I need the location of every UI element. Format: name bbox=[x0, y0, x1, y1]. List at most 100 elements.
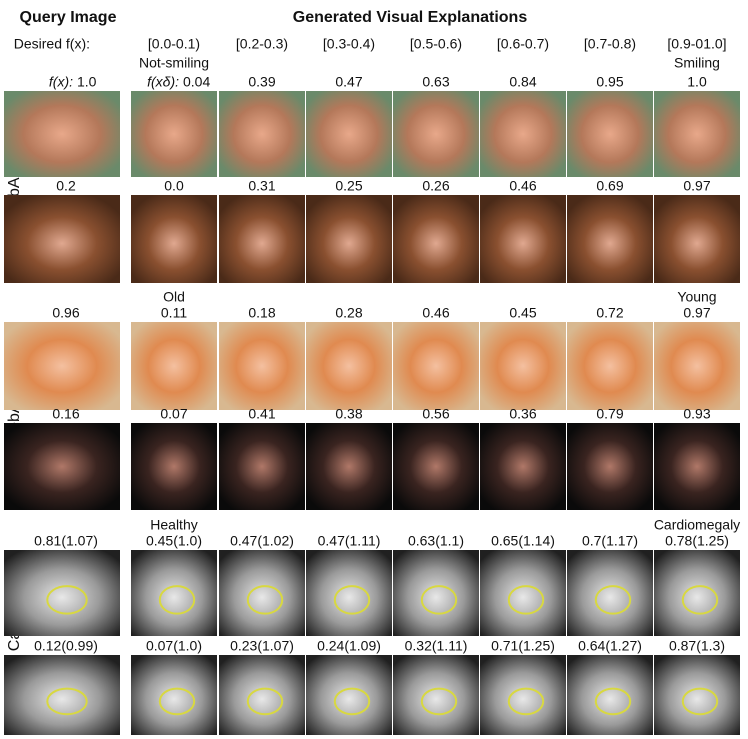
generated-value: 0.84 bbox=[509, 74, 536, 90]
generated-value: 0.39 bbox=[248, 74, 275, 90]
high-label: Young bbox=[677, 289, 716, 305]
generated-value: 0.69 bbox=[596, 178, 623, 194]
heart-outline bbox=[420, 585, 458, 615]
generated-prefix: f(xδ): bbox=[147, 74, 179, 90]
heart-outline bbox=[46, 585, 88, 615]
generated-image bbox=[654, 655, 740, 735]
heart-outline bbox=[507, 585, 545, 615]
generated-image bbox=[306, 91, 392, 177]
desired-label: Desired f(x): bbox=[14, 36, 90, 52]
interval-label: [0.9-01.0] bbox=[667, 36, 726, 52]
high-label: Smiling bbox=[674, 55, 720, 71]
query-image bbox=[4, 195, 120, 283]
query-image bbox=[4, 91, 120, 177]
generated-image bbox=[480, 322, 566, 410]
generated-image bbox=[480, 550, 566, 636]
generated-image bbox=[393, 423, 479, 510]
generated-value: 0.45 bbox=[509, 305, 536, 321]
heart-outline bbox=[158, 687, 196, 716]
generated-image bbox=[567, 91, 653, 177]
query-image bbox=[4, 322, 120, 410]
heart-outline bbox=[681, 585, 719, 615]
generated-image bbox=[480, 195, 566, 283]
generated-title: Generated Visual Explanations bbox=[293, 9, 528, 26]
generated-image bbox=[219, 550, 305, 636]
generated-image bbox=[131, 423, 217, 510]
generated-image bbox=[393, 322, 479, 410]
generated-value: 0.63 bbox=[422, 74, 449, 90]
query-image bbox=[4, 550, 120, 636]
heart-outline bbox=[594, 585, 632, 615]
low-label: Healthy bbox=[150, 517, 197, 533]
query-value: 0.16 bbox=[52, 406, 79, 422]
generated-image bbox=[306, 423, 392, 510]
generated-image bbox=[219, 322, 305, 410]
generated-value: 0.97 bbox=[683, 305, 710, 321]
heart-outline bbox=[246, 687, 284, 716]
interval-label: [0.5-0.6) bbox=[410, 36, 462, 52]
generated-image bbox=[131, 91, 217, 177]
heart-outline bbox=[681, 687, 719, 716]
generated-value: 0.26 bbox=[422, 178, 449, 194]
generated-image bbox=[393, 655, 479, 735]
low-label: Not-smiling bbox=[139, 55, 209, 71]
generated-value: 0.36 bbox=[509, 406, 536, 422]
generated-value: 0.24(1.09) bbox=[317, 638, 381, 654]
query-value: 0.2 bbox=[56, 178, 76, 194]
query-value: 0.81(1.07) bbox=[34, 533, 98, 549]
generated-image bbox=[480, 423, 566, 510]
heart-outline bbox=[507, 687, 545, 716]
low-label: Old bbox=[163, 289, 185, 305]
generated-value: 0.31 bbox=[248, 178, 275, 194]
generated-image bbox=[306, 322, 392, 410]
generated-image bbox=[219, 91, 305, 177]
generated-value: 0.64(1.27) bbox=[578, 638, 642, 654]
generated-image bbox=[131, 655, 217, 735]
generated-image bbox=[393, 91, 479, 177]
generated-value: 0.04 bbox=[183, 74, 210, 90]
generated-value: 0.47 bbox=[335, 74, 362, 90]
generated-value: 0.56 bbox=[422, 406, 449, 422]
generated-value: 0.0 bbox=[164, 178, 184, 194]
generated-value: 0.38 bbox=[335, 406, 362, 422]
generated-image bbox=[393, 195, 479, 283]
generated-value: 0.41 bbox=[248, 406, 275, 422]
generated-value: 0.07 bbox=[160, 406, 187, 422]
interval-label: [0.7-0.8) bbox=[584, 36, 636, 52]
generated-value: 0.25 bbox=[335, 178, 362, 194]
generated-image bbox=[131, 322, 217, 410]
generated-image bbox=[219, 423, 305, 510]
generated-image bbox=[654, 195, 740, 283]
generated-image bbox=[131, 550, 217, 636]
generated-value: 0.46 bbox=[422, 305, 449, 321]
high-label: Cardiomegaly bbox=[654, 517, 740, 533]
generated-value: 0.07(1.0) bbox=[146, 638, 202, 654]
generated-image bbox=[306, 550, 392, 636]
generated-image bbox=[654, 550, 740, 636]
generated-image bbox=[654, 322, 740, 410]
generated-value: 0.65(1.14) bbox=[491, 533, 555, 549]
heart-outline bbox=[594, 687, 632, 716]
generated-value: 0.97 bbox=[683, 178, 710, 194]
generated-value: 0.63(1.1) bbox=[408, 533, 464, 549]
generated-image bbox=[567, 322, 653, 410]
generated-value: 0.7(1.17) bbox=[582, 533, 638, 549]
generated-image bbox=[306, 195, 392, 283]
generated-image bbox=[480, 91, 566, 177]
generated-value: 1.0 bbox=[687, 74, 707, 90]
generated-image bbox=[567, 423, 653, 510]
generated-value: 0.11 bbox=[161, 305, 187, 321]
interval-label: [0.0-0.1) bbox=[148, 36, 200, 52]
generated-value: 0.23(1.07) bbox=[230, 638, 294, 654]
query-value: 1.0 bbox=[77, 74, 97, 90]
generated-image bbox=[567, 195, 653, 283]
generated-image bbox=[131, 195, 217, 283]
generated-value: 0.45(1.0) bbox=[146, 533, 202, 549]
generated-image bbox=[654, 91, 740, 177]
heart-outline bbox=[420, 687, 458, 716]
query-value: 0.12(0.99) bbox=[34, 638, 98, 654]
heart-outline bbox=[333, 585, 371, 615]
heart-outline bbox=[158, 585, 196, 615]
generated-value: 0.78(1.25) bbox=[665, 533, 729, 549]
